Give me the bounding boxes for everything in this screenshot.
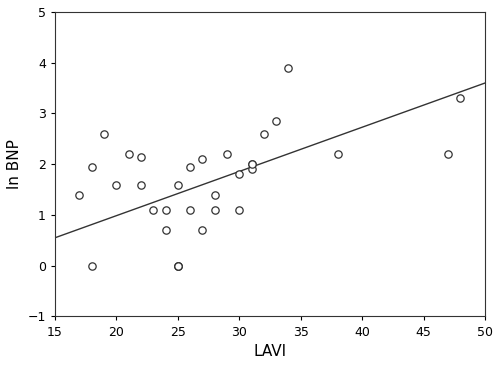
Point	[260, 131, 268, 137]
Point	[456, 95, 464, 101]
Point	[174, 263, 182, 269]
X-axis label: LAVI: LAVI	[254, 344, 286, 359]
Y-axis label: ln BNP: ln BNP	[7, 139, 22, 189]
Point	[198, 156, 206, 162]
Point	[248, 161, 256, 167]
Point	[137, 182, 145, 187]
Point	[186, 207, 194, 213]
Point	[236, 207, 244, 213]
Point	[236, 171, 244, 177]
Point	[248, 161, 256, 167]
Point	[444, 151, 452, 157]
Point	[198, 227, 206, 233]
Point	[210, 207, 218, 213]
Point	[248, 167, 256, 172]
Point	[284, 65, 292, 71]
Point	[174, 263, 182, 269]
Point	[124, 151, 132, 157]
Point	[186, 164, 194, 170]
Point	[76, 192, 84, 198]
Point	[149, 207, 157, 213]
Point	[223, 151, 231, 157]
Point	[272, 118, 280, 124]
Point	[137, 154, 145, 160]
Point	[162, 207, 170, 213]
Point	[174, 263, 182, 269]
Point	[112, 182, 120, 187]
Point	[174, 182, 182, 187]
Point	[100, 131, 108, 137]
Point	[88, 263, 96, 269]
Point	[162, 227, 170, 233]
Point	[88, 164, 96, 170]
Point	[334, 151, 342, 157]
Point	[210, 192, 218, 198]
